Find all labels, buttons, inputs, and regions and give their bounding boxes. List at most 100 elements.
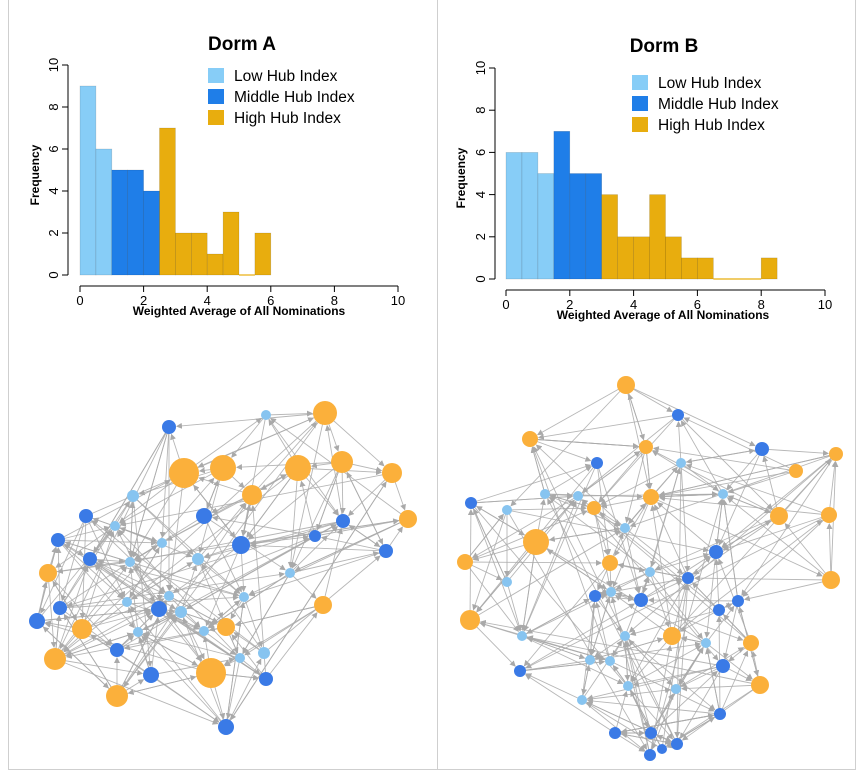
network-edge [705, 605, 735, 644]
network-edge [523, 562, 611, 667]
network-edge [91, 520, 265, 654]
high-hub-node [314, 596, 332, 614]
network-edge [614, 496, 652, 557]
x-tick-label: 4 [204, 293, 211, 308]
y-tick-label: 2 [46, 229, 61, 236]
histogram-bar [537, 173, 555, 280]
y-tick-label: 2 [473, 233, 488, 240]
network-edge [628, 639, 677, 690]
middle-hub-node [657, 744, 667, 754]
high-hub-node [382, 463, 402, 483]
low-hub-node [133, 627, 143, 637]
network-edge [54, 612, 152, 660]
middle-hub-node [162, 420, 176, 434]
low-hub-node [606, 587, 616, 597]
histogram-bar [206, 253, 224, 276]
network-edge [521, 598, 590, 637]
network-edge [81, 609, 152, 630]
network-edge [624, 576, 649, 637]
network-edge [581, 664, 591, 701]
network-edge [784, 522, 832, 581]
y-tick-label: 8 [473, 107, 488, 114]
y-tick-label: 0 [46, 271, 61, 278]
network-edge [42, 626, 118, 697]
low-hub-node [540, 489, 550, 499]
network-edge [658, 495, 830, 516]
middle-hub-node [755, 442, 769, 456]
network-edge [57, 525, 111, 541]
histogram-bar [79, 85, 97, 276]
network-edge [469, 530, 621, 621]
network-edge [469, 619, 516, 667]
high-hub-node [770, 507, 788, 525]
high-hub-node [72, 619, 92, 639]
network-edge [705, 647, 721, 715]
low-hub-node [645, 567, 655, 577]
network-edge [248, 550, 387, 597]
y-tick-label: 10 [46, 58, 61, 72]
network-nodes [29, 401, 417, 735]
network-edge [526, 635, 761, 686]
network-edge [211, 515, 316, 537]
dorm-a-title: Dorm A [208, 34, 276, 55]
histogram-bar [697, 257, 714, 280]
dorm-b-histogram: Dorm B Frequency Weighted Average of All… [454, 36, 832, 322]
network-edge [675, 420, 682, 464]
middle-hub-node [716, 659, 730, 673]
legend-swatch [632, 117, 648, 132]
network-edge [289, 550, 380, 574]
middle-hub-node [110, 643, 124, 657]
histogram-bar [95, 148, 113, 276]
network-edge [671, 459, 832, 637]
low-hub-node [585, 655, 595, 665]
x-tick-label: 8 [758, 297, 765, 312]
high-hub-node [522, 431, 538, 447]
histogram-bar [175, 232, 192, 276]
network-edge [150, 674, 220, 723]
network-edge [247, 461, 343, 540]
low-hub-node [261, 410, 271, 420]
network-edge [624, 446, 647, 524]
network-edge [828, 460, 838, 516]
network-edge [657, 502, 717, 553]
network-edge [629, 609, 720, 636]
x-tick-label: 0 [502, 297, 509, 312]
high-hub-node [587, 501, 601, 515]
middle-hub-node [672, 409, 684, 421]
network-edge [183, 417, 262, 474]
network-edge [680, 665, 724, 687]
network-edge [201, 563, 265, 654]
network-edge [693, 575, 832, 582]
network-edge [727, 495, 780, 517]
network-edge [625, 384, 756, 447]
network-edge [680, 665, 724, 739]
network-edge [57, 539, 158, 546]
y-tick-label: 4 [473, 191, 488, 198]
high-hub-node [789, 464, 803, 478]
histogram-bar [649, 194, 666, 280]
network-edge [525, 674, 616, 734]
network-edge [324, 424, 344, 522]
network-edge [132, 495, 241, 594]
network-edge [762, 455, 780, 517]
high-hub-node [821, 507, 837, 523]
low-hub-node [157, 538, 167, 548]
network-edge [649, 552, 710, 573]
legend-swatch [632, 96, 648, 111]
network-edge [92, 517, 163, 544]
network-edge [593, 507, 612, 588]
network-edge [116, 503, 247, 697]
network-edge [680, 684, 761, 692]
low-hub-node [258, 647, 270, 659]
middle-hub-node [709, 545, 723, 559]
network-edge [510, 384, 627, 507]
dorm-b-x-axis-label: Weighted Average of All Nominations [557, 308, 770, 322]
network-edge [118, 529, 241, 659]
low-hub-node [122, 597, 132, 607]
histogram-bar [159, 127, 176, 276]
low-hub-node [620, 631, 630, 641]
x-tick-label: 0 [76, 293, 83, 308]
y-tick-label: 4 [46, 187, 61, 194]
network-edge [727, 470, 797, 494]
middle-hub-node [218, 719, 234, 735]
